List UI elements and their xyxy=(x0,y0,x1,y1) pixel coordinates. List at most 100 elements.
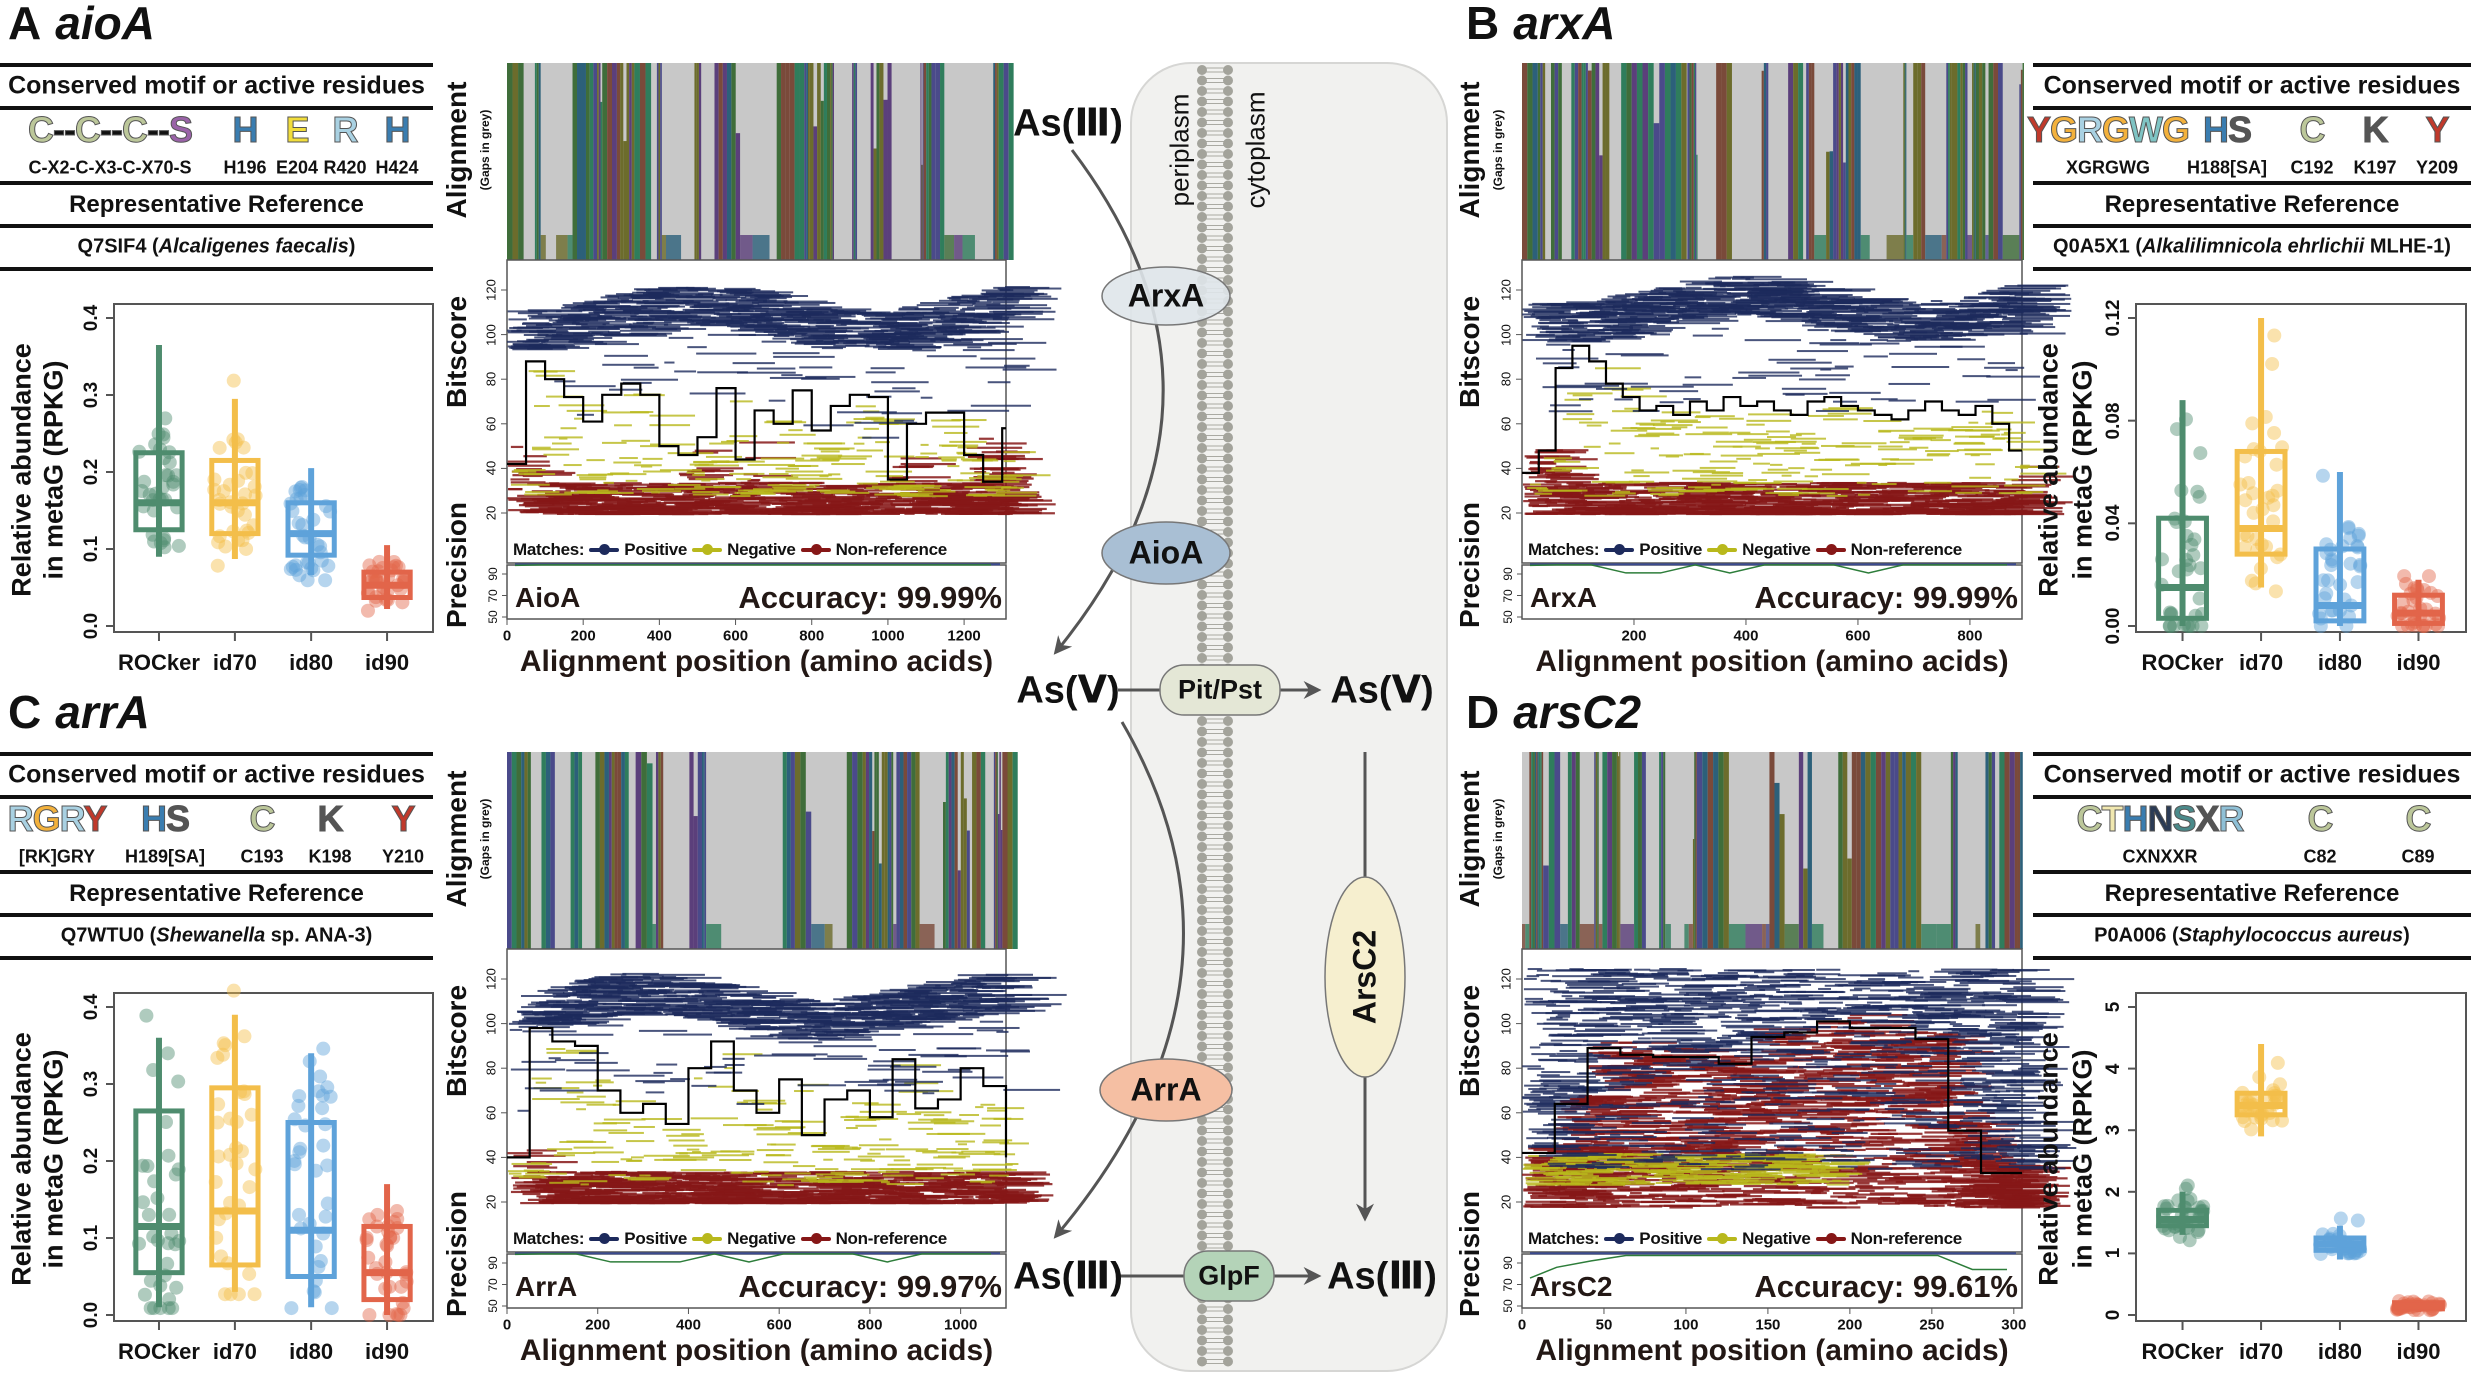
nonreference-match xyxy=(699,500,744,503)
nonreference-match xyxy=(1810,500,1832,503)
data-point xyxy=(2246,505,2261,520)
nonreference-match xyxy=(1625,498,1651,502)
positive-match xyxy=(1746,288,1787,291)
positive-match xyxy=(1004,993,1067,996)
nonreference-match xyxy=(795,505,845,508)
negative-match xyxy=(1877,448,1917,451)
nonreference-match xyxy=(595,1179,620,1183)
positive-match xyxy=(1546,303,1588,306)
data-point xyxy=(2266,498,2281,513)
alignment-column xyxy=(556,235,568,260)
positive-match xyxy=(912,349,936,352)
positive-match xyxy=(517,326,563,329)
negative-match xyxy=(957,1143,968,1146)
nonreference-match xyxy=(961,1175,983,1178)
negative-match xyxy=(1828,407,1873,410)
nonreference-match xyxy=(895,497,928,501)
positive-match xyxy=(1612,306,1672,309)
nonreference-match xyxy=(1535,480,1558,483)
positive-match xyxy=(833,339,858,342)
positive-match xyxy=(1967,308,2009,311)
nonreference-match xyxy=(719,1200,770,1203)
negative-match xyxy=(593,1122,617,1125)
data-point xyxy=(210,1050,225,1065)
alignment-column xyxy=(534,63,537,260)
nonreference-match xyxy=(617,486,674,489)
nonreference-match xyxy=(744,482,780,486)
positive-match xyxy=(687,321,715,324)
positive-match xyxy=(1899,331,1916,334)
positive-match xyxy=(896,333,915,336)
alignment-column xyxy=(980,752,986,949)
data-point xyxy=(226,373,241,388)
nonreference-match xyxy=(1727,505,1755,508)
nonreference-match xyxy=(1668,482,1723,485)
positive-match xyxy=(1578,304,1603,307)
negative-match xyxy=(1790,437,1827,440)
alignment-column xyxy=(891,752,894,949)
negative-match xyxy=(2003,431,2026,434)
negative-match xyxy=(1733,487,1775,490)
alignment-column xyxy=(820,100,824,298)
data-point xyxy=(389,1307,404,1322)
negative-match xyxy=(729,435,758,438)
nonreference-match xyxy=(1886,503,1947,506)
alignment-column xyxy=(1532,63,1538,260)
positive-match xyxy=(1834,365,1854,368)
data-point xyxy=(318,1209,333,1224)
positive-match xyxy=(564,305,609,308)
positive-match xyxy=(988,341,1047,344)
positive-match xyxy=(740,297,787,300)
positive-match xyxy=(563,319,584,322)
negative-match xyxy=(1850,462,1896,465)
nonreference-match xyxy=(912,496,933,499)
positive-match xyxy=(992,316,1010,319)
data-point xyxy=(237,1029,252,1044)
alignment-column xyxy=(857,752,863,949)
nonreference-match xyxy=(969,479,992,482)
positive-match xyxy=(619,329,681,332)
negative-match xyxy=(989,1174,1009,1177)
negative-match xyxy=(573,1146,614,1149)
positive-match xyxy=(607,331,621,334)
negative-match xyxy=(1672,469,1716,472)
nonreference-match xyxy=(957,1201,994,1205)
alignment-column xyxy=(781,63,786,260)
negative-match xyxy=(1612,410,1640,413)
positive-match xyxy=(974,304,1015,307)
positive-match xyxy=(1562,334,1587,337)
negative-match xyxy=(987,1109,1008,1112)
positive-match xyxy=(725,302,759,305)
positive-match xyxy=(1888,399,1916,402)
nonreference-match xyxy=(626,1182,672,1185)
negative-match xyxy=(1998,492,2033,495)
positive-match xyxy=(1738,371,1800,374)
negative-match xyxy=(531,1077,552,1080)
nonreference-match xyxy=(651,1175,673,1178)
positive-match xyxy=(717,313,783,316)
nonreference-match xyxy=(944,1192,980,1195)
nonreference-match xyxy=(1763,507,1792,511)
nonreference-match xyxy=(781,503,841,506)
positive-match xyxy=(1594,310,1605,313)
nonreference-match xyxy=(1820,483,1879,487)
nonreference-match xyxy=(912,505,932,508)
nonreference-match xyxy=(625,503,659,507)
alignment-column xyxy=(1948,63,1950,260)
nonreference-match xyxy=(717,1193,751,1196)
nonreference-match xyxy=(803,508,850,512)
positive-match xyxy=(992,301,1019,304)
alignment-column xyxy=(1972,63,1974,260)
positive-match xyxy=(933,319,983,322)
negative-match xyxy=(543,453,570,456)
data-point xyxy=(372,554,387,569)
negative-match xyxy=(649,424,691,427)
nonreference-match xyxy=(853,509,886,512)
nonreference-match xyxy=(637,1171,667,1174)
negative-match xyxy=(2006,440,2041,443)
negative-match xyxy=(1622,427,1638,430)
nonreference-match xyxy=(1558,509,1611,513)
negative-match xyxy=(823,1158,833,1161)
nonreference-match xyxy=(868,1194,923,1197)
data-point xyxy=(394,1279,409,1294)
